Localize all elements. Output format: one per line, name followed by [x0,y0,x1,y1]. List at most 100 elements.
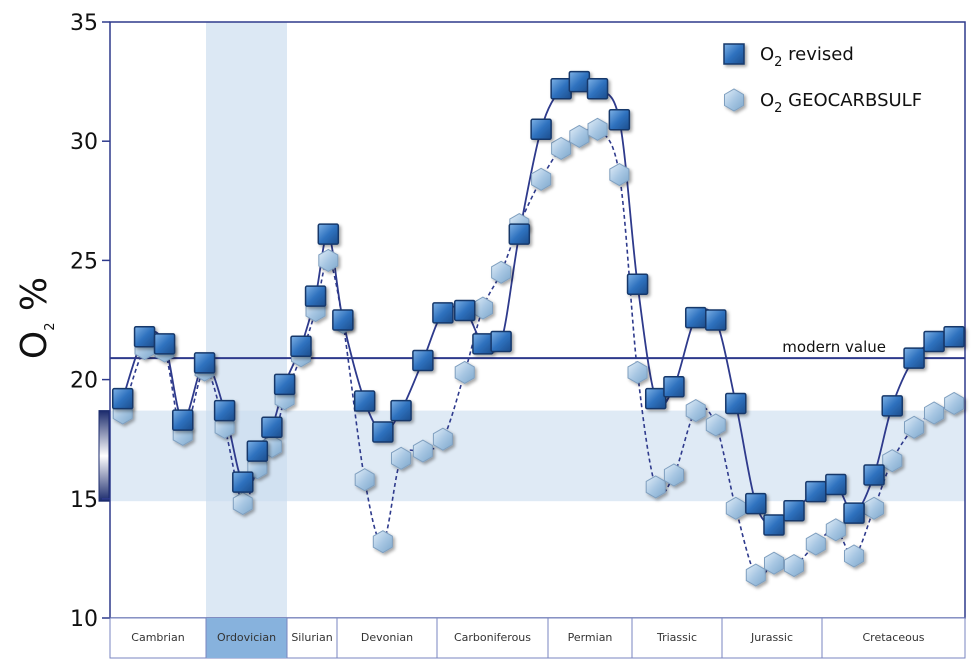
y-tick-label: 35 [70,11,98,36]
revised-point [530,118,552,141]
revised-point [232,471,254,493]
revised-point [412,349,434,372]
revised-point [472,333,494,355]
revised-point [568,70,591,93]
revised-point [193,352,216,374]
geocarbsulf-point [745,563,766,587]
revised-point [153,333,176,355]
revised-point [111,387,134,410]
geocarbsulf-point [645,475,666,499]
geocarbsulf-point [864,496,885,520]
revised-point [903,347,925,369]
revised-point [372,421,394,443]
geocarbsulf-point [372,530,393,554]
geocarbsulf-point [232,492,253,516]
revised-point [353,390,376,412]
geocarbsulf-point [844,544,865,568]
geocarbsulf-point [725,496,746,520]
revised-point [626,273,649,295]
geocarbsulf-point [825,518,846,542]
revised-point [608,108,631,131]
geocarbsulf-point [663,463,684,487]
geocarbsulf-point [354,468,375,492]
geocarbsulf-point [318,248,339,272]
period-label: Cambrian [131,631,184,644]
legend: O2 revised O2 GEOCARBSULF [723,43,922,116]
revised-point [943,325,965,348]
revised-point [317,223,340,245]
geocarbsulf-point [587,117,608,141]
geocarbsulf-point [472,296,493,320]
revised-point [725,392,747,415]
geocarbsulf-point [454,360,475,384]
revised-point [172,409,194,431]
period-label: Devonian [361,631,413,644]
period-label: Triassic [656,631,697,644]
period-cell-highlight [206,618,287,658]
geocarbsulf-point [685,399,706,423]
period-axis: Cambrian Ordovician Silurian Devonian Carbon… [109,617,966,659]
y-tick-label: 10 [70,607,98,632]
revised-point [332,309,354,331]
legend-label-geocarbsulf: O2 GEOCARBSULF [760,90,922,116]
revised-point [550,78,572,100]
highlighted-period-column [206,22,287,618]
geocarbsulf-point [944,391,965,415]
geocarbsulf-point [904,415,925,439]
legend-label-revised: O2 revised [760,44,854,70]
geocarbsulf-point [805,532,826,556]
revised-point [273,373,296,396]
geocarbsulf-point [705,413,726,437]
geocarbsulf-point [924,401,945,425]
revised-point [304,285,327,307]
revised-point [843,502,865,524]
period-label: Cretaceous [862,631,924,644]
legend-marker-revised [723,43,745,65]
revised-point [783,499,805,522]
revised-point [644,387,667,410]
revised-point [490,330,512,353]
period-label: Jurassic [750,631,793,644]
geocarbsulf-point [491,260,512,284]
period-label: Silurian [291,631,332,644]
y-tick-label: 25 [70,249,98,274]
revised-point [586,78,609,100]
geocarbsulf-point [214,415,235,439]
geocarbsulf-point [882,449,903,473]
range-bar [98,410,110,502]
revised-point [805,480,827,503]
geocarbsulf-point [784,554,804,578]
series-markers [111,70,965,587]
reference-line-label: modern value [782,338,886,356]
revised-point [745,492,767,515]
geocarbsulf-point [391,446,412,470]
revised-point [923,330,945,353]
revised-point [881,395,903,417]
revised-point [432,302,454,324]
period-label: Permian [568,631,613,644]
geocarbsulf-point [609,163,630,187]
revised-point [825,473,847,496]
y-tick-label: 15 [70,488,98,513]
geocarbsulf-point [627,360,648,384]
revised-point [246,440,269,462]
revised-point [290,335,312,357]
revised-point [705,309,727,331]
revised-point [133,325,156,348]
geocarbsulf-point [531,167,552,191]
revised-point [453,299,476,322]
y-tick-label: 20 [70,369,98,394]
y-axis-label: O2 % [14,277,58,359]
geocarbsulf-point [432,427,453,451]
revised-point [213,399,236,422]
revised-point [863,464,885,486]
revised-point [685,306,707,329]
geocarbsulf-point [551,136,572,160]
geocarbsulf-point [569,124,590,148]
y-tick-label: 30 [70,130,98,155]
period-label: Ordovician [217,631,276,644]
period-label: Carboniferous [454,631,531,644]
revised-point [763,514,785,536]
revised-point [663,376,685,398]
